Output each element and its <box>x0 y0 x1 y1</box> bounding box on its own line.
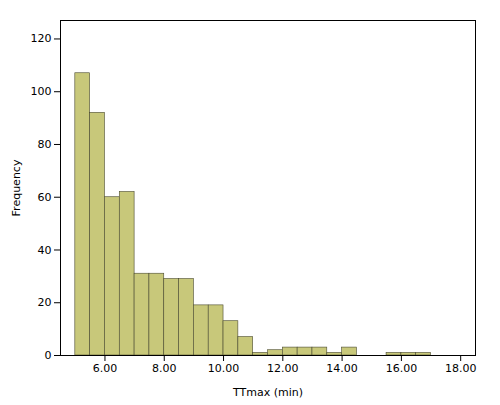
svg-text:18.00: 18.00 <box>445 362 477 375</box>
svg-text:16.00: 16.00 <box>386 362 418 375</box>
svg-text:80: 80 <box>38 138 52 151</box>
svg-text:Frequency: Frequency <box>10 159 23 216</box>
svg-text:TTmax (min): TTmax (min) <box>232 386 303 399</box>
svg-text:40: 40 <box>38 244 52 257</box>
svg-text:6.00: 6.00 <box>93 362 118 375</box>
svg-text:100: 100 <box>31 85 52 98</box>
svg-text:10.00: 10.00 <box>208 362 240 375</box>
svg-text:60: 60 <box>38 191 52 204</box>
svg-text:0: 0 <box>45 349 52 362</box>
svg-text:8.00: 8.00 <box>152 362 177 375</box>
svg-text:120: 120 <box>31 32 52 45</box>
svg-text:12.00: 12.00 <box>267 362 299 375</box>
svg-text:14.00: 14.00 <box>326 362 358 375</box>
svg-text:20: 20 <box>38 296 52 309</box>
